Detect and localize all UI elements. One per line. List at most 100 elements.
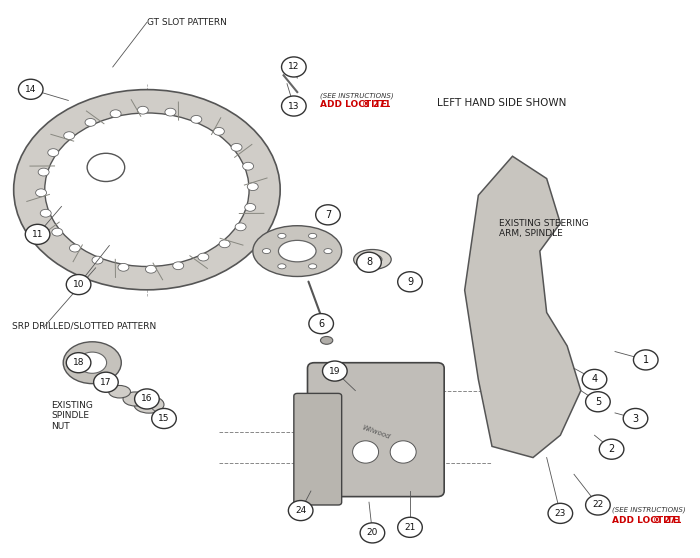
Ellipse shape <box>315 441 341 463</box>
Text: 4: 4 <box>592 374 598 384</box>
Text: 13: 13 <box>288 102 300 110</box>
Text: 17: 17 <box>100 378 112 387</box>
Ellipse shape <box>48 148 59 156</box>
Ellipse shape <box>278 233 286 238</box>
Ellipse shape <box>243 162 253 170</box>
Text: 6: 6 <box>318 319 324 329</box>
Text: 20: 20 <box>367 528 378 537</box>
Ellipse shape <box>309 233 316 238</box>
Ellipse shape <box>118 263 129 271</box>
Ellipse shape <box>278 264 286 269</box>
Circle shape <box>281 57 306 77</box>
Text: GT SLOT PATTERN: GT SLOT PATTERN <box>147 18 227 27</box>
Ellipse shape <box>87 153 125 181</box>
Circle shape <box>360 523 385 543</box>
Ellipse shape <box>279 240 316 262</box>
Ellipse shape <box>253 225 342 276</box>
Ellipse shape <box>191 116 202 123</box>
Ellipse shape <box>309 264 316 269</box>
Ellipse shape <box>69 244 80 252</box>
Ellipse shape <box>38 168 49 176</box>
Circle shape <box>66 275 91 295</box>
Ellipse shape <box>108 386 130 398</box>
Text: Wilwood: Wilwood <box>361 425 391 440</box>
Text: 2: 2 <box>608 444 615 454</box>
Ellipse shape <box>245 204 255 211</box>
FancyBboxPatch shape <box>307 363 444 497</box>
Text: 9: 9 <box>407 277 413 287</box>
Text: 8: 8 <box>366 257 372 267</box>
Ellipse shape <box>321 336 332 344</box>
Text: SRP DRILLED/SLOTTED PATTERN: SRP DRILLED/SLOTTED PATTERN <box>12 322 156 331</box>
Ellipse shape <box>78 352 106 373</box>
Text: ADD LOCTITE: ADD LOCTITE <box>612 516 678 525</box>
Ellipse shape <box>173 262 183 270</box>
Ellipse shape <box>146 265 156 273</box>
Circle shape <box>623 408 648 429</box>
Circle shape <box>316 205 340 225</box>
Ellipse shape <box>92 256 103 264</box>
Ellipse shape <box>45 113 249 267</box>
Text: 12: 12 <box>288 62 300 71</box>
Circle shape <box>288 501 313 521</box>
Text: 11: 11 <box>32 230 43 239</box>
Ellipse shape <box>198 253 209 261</box>
Circle shape <box>586 392 610 412</box>
Circle shape <box>398 272 422 292</box>
Ellipse shape <box>63 341 121 384</box>
Ellipse shape <box>231 143 242 151</box>
Ellipse shape <box>36 189 46 196</box>
Text: 23: 23 <box>554 509 566 518</box>
Circle shape <box>94 372 118 392</box>
Ellipse shape <box>247 183 258 191</box>
Text: ADD LOCTITE: ADD LOCTITE <box>320 100 386 109</box>
Text: ® 271: ® 271 <box>362 100 391 109</box>
Text: EXISTING STEERING
ARM, SPINDLE: EXISTING STEERING ARM, SPINDLE <box>499 219 589 238</box>
Circle shape <box>398 517 422 537</box>
Circle shape <box>309 314 333 334</box>
Ellipse shape <box>219 240 230 248</box>
Ellipse shape <box>110 110 121 118</box>
Circle shape <box>323 361 347 381</box>
Ellipse shape <box>165 108 176 116</box>
Circle shape <box>134 389 159 409</box>
Circle shape <box>548 503 573 523</box>
Text: 24: 24 <box>295 506 307 515</box>
Text: (SEE INSTRUCTIONS): (SEE INSTRUCTIONS) <box>320 93 393 99</box>
Ellipse shape <box>134 396 164 413</box>
Text: 15: 15 <box>158 414 170 423</box>
Ellipse shape <box>390 441 416 463</box>
Text: 1: 1 <box>643 355 649 365</box>
FancyBboxPatch shape <box>294 393 342 505</box>
Text: 18: 18 <box>73 358 84 367</box>
Ellipse shape <box>363 254 382 264</box>
Text: (SEE INSTRUCTIONS): (SEE INSTRUCTIONS) <box>612 507 685 513</box>
Circle shape <box>18 79 43 99</box>
Ellipse shape <box>262 248 271 253</box>
Ellipse shape <box>235 223 246 231</box>
Ellipse shape <box>353 441 379 463</box>
Ellipse shape <box>14 90 280 290</box>
Circle shape <box>66 353 91 373</box>
Text: EXISTING
SPINDLE
NUT: EXISTING SPINDLE NUT <box>51 401 93 431</box>
Circle shape <box>599 439 624 459</box>
Text: 19: 19 <box>329 367 341 376</box>
Circle shape <box>582 369 607 389</box>
Text: 14: 14 <box>25 85 36 94</box>
Text: 10: 10 <box>73 280 84 289</box>
Text: 5: 5 <box>595 397 601 407</box>
Ellipse shape <box>85 118 96 126</box>
Circle shape <box>152 408 176 429</box>
Text: 22: 22 <box>592 501 603 509</box>
Text: 7: 7 <box>325 210 331 220</box>
Text: 3: 3 <box>632 413 638 424</box>
Ellipse shape <box>214 127 225 135</box>
Ellipse shape <box>123 392 148 406</box>
Ellipse shape <box>65 137 147 198</box>
Ellipse shape <box>52 228 63 236</box>
Polygon shape <box>465 156 581 458</box>
Ellipse shape <box>324 248 332 253</box>
Circle shape <box>586 495 610 515</box>
Circle shape <box>281 96 306 116</box>
Circle shape <box>357 252 382 272</box>
